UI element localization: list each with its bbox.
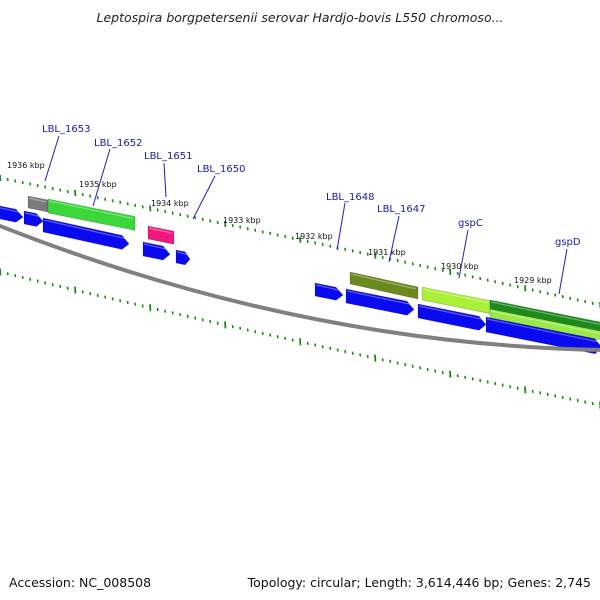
cds-arrow [314,282,344,301]
leader-line [336,202,346,251]
chromosome-backbone [0,223,600,352]
gene-label-lbl-1651[interactable]: LBL_1651 [144,151,192,162]
cds-arrow [42,217,130,250]
scale-label: 1930 kbp [441,262,479,271]
leader-line [458,229,469,279]
gene-label-gspd[interactable]: gspD [555,237,581,248]
leader-line [192,175,216,220]
cds-arrow [23,210,44,227]
leader-line [92,148,111,207]
cds-arrow [417,303,487,331]
feature-gspd-upper-shine [490,301,600,325]
scale-label: 1934 kbp [151,199,189,208]
accession-label: Accession: NC_008508 [9,575,152,590]
feature-gspc-upper-shine [422,288,489,304]
cds-arrow-shine [143,243,169,250]
genome-summary: Topology: circular; Length: 3,614,446 bp… [247,575,591,590]
gene-label-lbl-1652[interactable]: LBL_1652 [94,138,142,149]
feature-lbl-1651-upper-shine [148,227,173,234]
scale-label: 1931 kbp [368,248,406,257]
leader-line [558,248,568,295]
feature-lbl-1647-upper-shine [350,273,417,290]
scale-ticks-inner [0,268,600,409]
scale-label: 1929 kbp [514,276,552,285]
feature-lbl-1653-upper-shine [28,197,47,203]
cds-arrow-shine [43,219,128,240]
cds-arrow [0,205,24,223]
gene-label-leaders [44,135,568,295]
leader-line [163,162,167,198]
feature-lbl-1647-upper [349,271,419,300]
cds-arrow-shine [176,251,189,256]
feature-gspd-upper-2 [489,308,600,341]
cds-arrow [142,241,171,261]
cds-arrow-shine [24,212,42,218]
cds-arrow [345,288,415,316]
cds-arrow [175,249,191,266]
scale-labels: 1936 kbp 1935 kbp 1934 kbp 1933 kbp 1932… [7,161,552,285]
cds-arrow-shine [486,318,600,343]
gene-label-lbl-1648[interactable]: LBL_1648 [326,192,374,203]
feature-gspd-upper-2-shine [490,310,600,334]
gene-label-lbl-1647[interactable]: LBL_1647 [377,204,425,215]
feature-lbl-1651-upper [147,225,175,245]
feature-lbl-1652-upper [47,198,136,231]
leader-line [388,215,400,263]
scale-label: 1932 kbp [295,232,333,241]
scale-label: 1935 kbp [79,180,117,189]
scale-ticks-outer [0,174,600,309]
map-title: Leptospira borgpetersenii serovar Hardjo… [96,10,504,25]
scale-label: 1933 kbp [223,216,261,225]
feature-gspd-upper [489,299,600,334]
gene-labels: LBL_1653 LBL_1652 LBL_1651 LBL_1650 LBL_… [42,124,581,248]
feature-track [0,195,600,355]
gene-label-lbl-1650[interactable]: LBL_1650 [197,164,245,175]
leader-line [44,135,60,182]
cds-arrow-shine [315,284,342,292]
feature-lbl-1652-upper-shine [48,200,134,219]
cds-arrow-shine [0,207,22,214]
cds-arrow-shine [418,305,485,321]
gene-label-lbl-1653[interactable]: LBL_1653 [42,124,90,135]
gene-label-gspc[interactable]: gspC [458,218,483,229]
scale-label: 1936 kbp [7,161,45,170]
cds-arrow-shine [346,290,413,306]
